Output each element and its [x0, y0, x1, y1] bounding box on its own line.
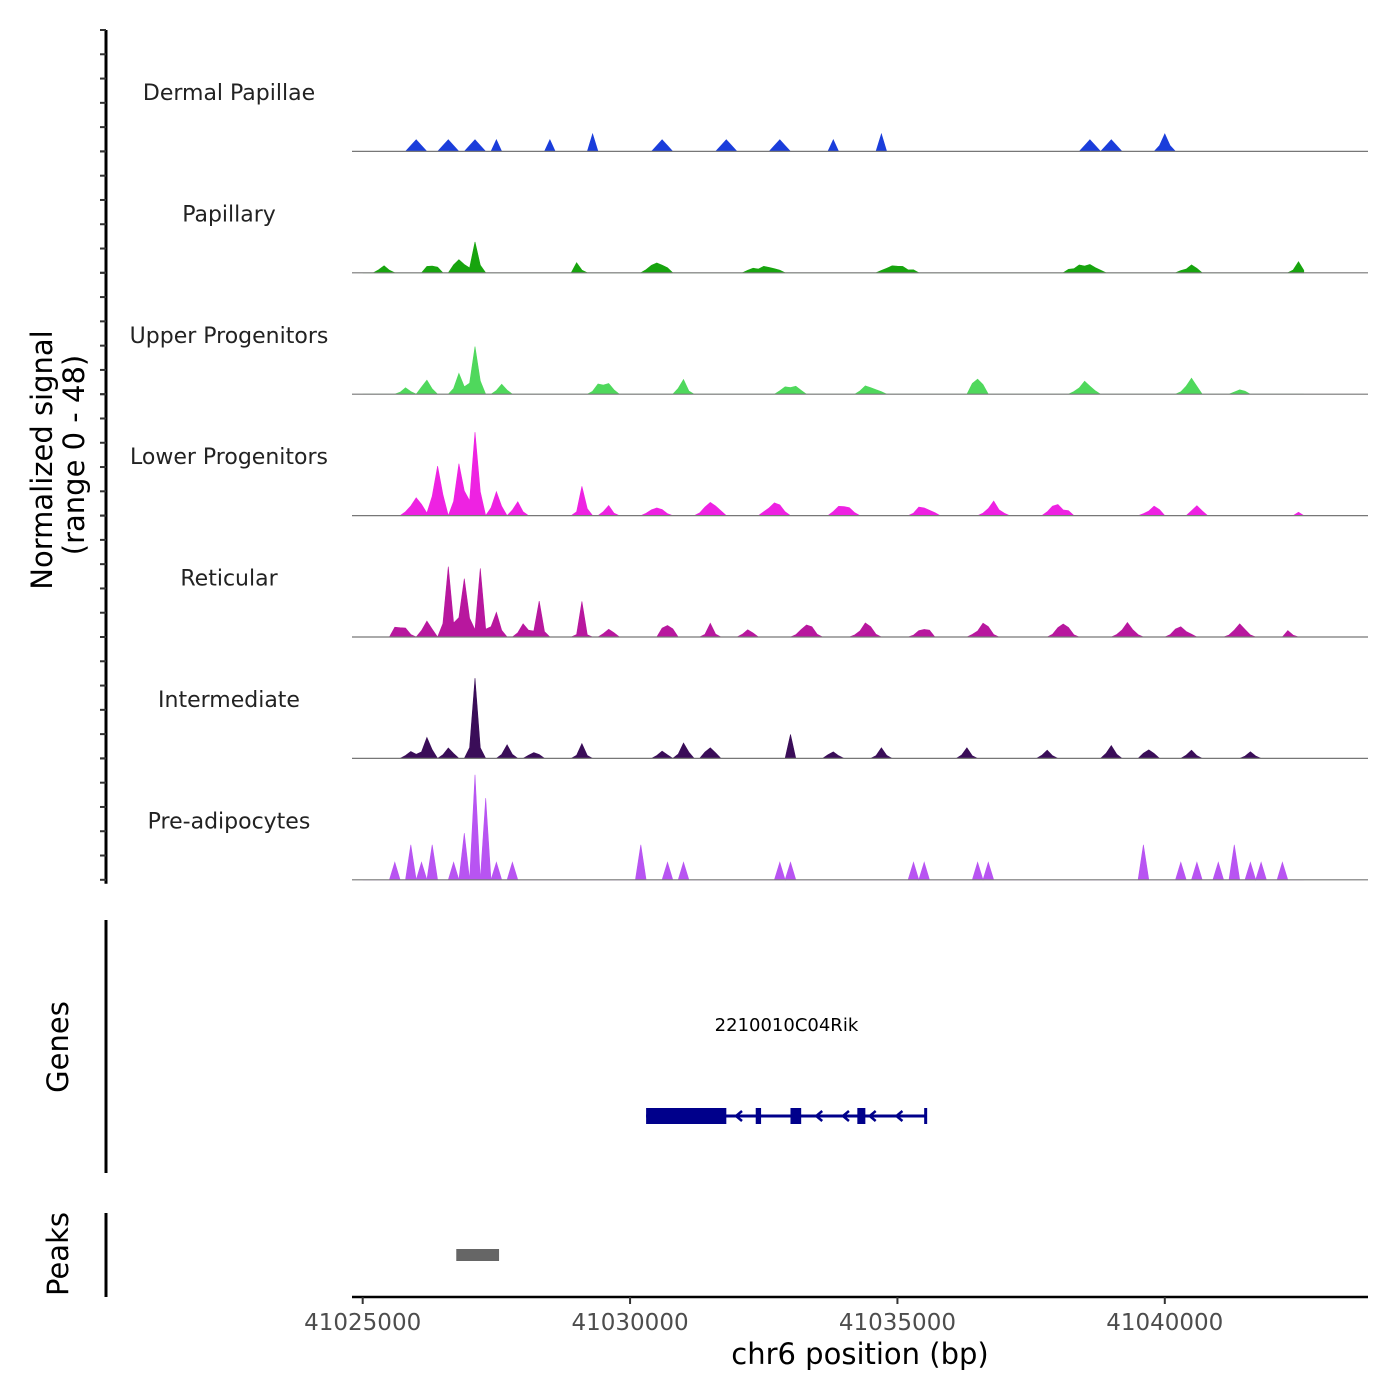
peaks-panel-label: Peaks — [41, 1212, 75, 1296]
signal-track-area — [362, 566, 1304, 638]
signal-track-area — [362, 346, 1304, 395]
gene-exon — [646, 1108, 727, 1124]
gene-strand-arrow — [734, 1110, 743, 1122]
y-axis-range-label: (range 0 - 48) — [57, 355, 91, 555]
track-label: Papillary — [182, 202, 276, 227]
track-label: Reticular — [180, 567, 278, 592]
gene-exon — [755, 1108, 762, 1124]
x-tick-label: 41035000 — [839, 1310, 956, 1336]
signal-track-area — [362, 678, 1304, 759]
track-label: Dermal Papillae — [143, 81, 315, 106]
signal-track-area — [362, 241, 1305, 274]
x-axis-label: chr6 position (bp) — [731, 1337, 988, 1371]
signal-track-area — [362, 432, 1305, 517]
signal-track-area — [362, 132, 1304, 152]
track-label: Pre-adipocytes — [148, 809, 311, 834]
track-label: Lower Progenitors — [130, 445, 328, 470]
x-tick-label: 41030000 — [572, 1310, 689, 1336]
gene-strand-arrow — [894, 1110, 904, 1122]
gene-strand-arrow — [841, 1110, 850, 1122]
gene-name-label: 2210010C04Rik — [715, 1015, 859, 1036]
track-label: Upper Progenitors — [130, 324, 329, 349]
x-tick-label: 41040000 — [1106, 1310, 1223, 1336]
gene-exon — [924, 1108, 928, 1124]
peak-region — [456, 1249, 500, 1261]
genes-panel-label: Genes — [41, 1001, 75, 1093]
signal-track-area — [362, 774, 1304, 881]
track-label: Intermediate — [158, 688, 300, 713]
gene-exon — [857, 1108, 866, 1124]
gene-strand-arrow — [867, 1110, 877, 1122]
gene-exon — [790, 1108, 802, 1124]
gene-strand-arrow — [814, 1110, 824, 1122]
y-axis-label: Normalized signal — [25, 330, 59, 589]
x-tick-label: 41025000 — [304, 1310, 421, 1336]
